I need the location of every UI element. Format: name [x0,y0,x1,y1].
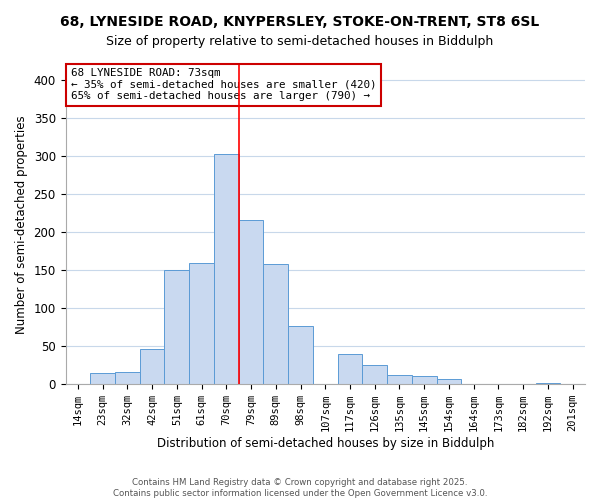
Bar [140,350,164,384]
Text: 68 LYNESIDE ROAD: 73sqm
← 35% of semi-detached houses are smaller (420)
65% of s: 68 LYNESIDE ROAD: 73sqm ← 35% of semi-de… [71,68,376,102]
Bar [288,326,313,384]
Bar [536,382,560,384]
Text: Contains HM Land Registry data © Crown copyright and database right 2025.
Contai: Contains HM Land Registry data © Crown c… [113,478,487,498]
Bar [214,154,239,384]
X-axis label: Distribution of semi-detached houses by size in Biddulph: Distribution of semi-detached houses by … [157,437,494,450]
Text: 68, LYNESIDE ROAD, KNYPERSLEY, STOKE-ON-TRENT, ST8 6SL: 68, LYNESIDE ROAD, KNYPERSLEY, STOKE-ON-… [61,15,539,29]
Bar [412,376,437,384]
Bar [362,365,387,384]
Bar [239,220,263,384]
Bar [90,373,115,384]
Bar [189,262,214,384]
Text: Size of property relative to semi-detached houses in Biddulph: Size of property relative to semi-detach… [106,35,494,48]
Y-axis label: Number of semi-detached properties: Number of semi-detached properties [15,116,28,334]
Bar [338,354,362,384]
Bar [437,379,461,384]
Bar [115,372,140,384]
Bar [164,270,189,384]
Bar [387,375,412,384]
Bar [263,264,288,384]
